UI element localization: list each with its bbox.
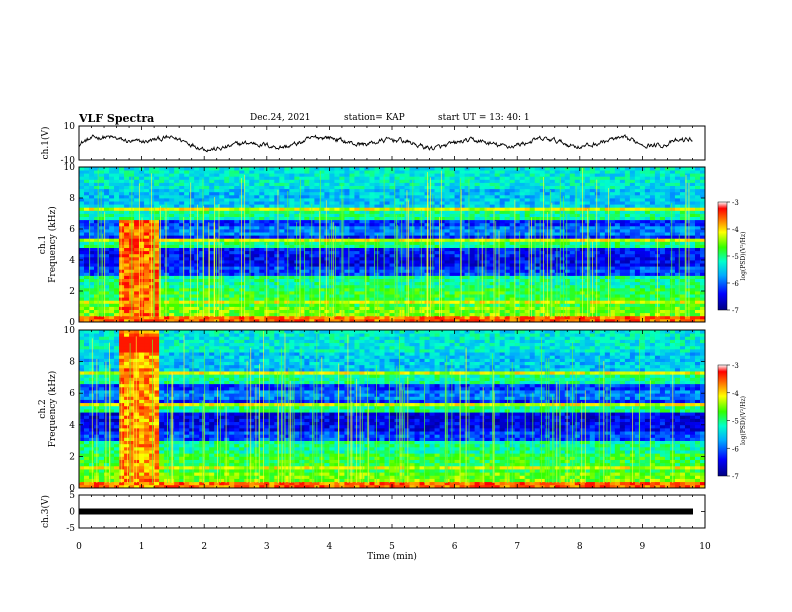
- ch1-spectrogram-ylabel: ch.1: [38, 235, 48, 254]
- ch1-spectrogram-colorbar-tick-label: -5: [732, 253, 739, 261]
- ch2-spectrogram-colorbar-tick-label: -5: [732, 418, 739, 426]
- chart-title: VLF Spectra: [79, 112, 155, 125]
- ch2-spectrogram-ytick-label: 6: [69, 389, 75, 399]
- ch3-waveform-ylabel: ch.3(V): [40, 495, 51, 528]
- x-tick-label: 1: [139, 542, 145, 552]
- ch2-spectrogram-ylabel: Frequency (kHz): [47, 371, 58, 448]
- ch3-waveform-line: [79, 508, 693, 515]
- ch3-waveform-ytick-label: 0: [69, 508, 75, 518]
- x-tick-label: 7: [514, 542, 520, 552]
- x-tick-label: 9: [640, 542, 646, 552]
- ch1-waveform-ytick-label: -10: [61, 156, 76, 166]
- ch2-spectrogram-ylabel: ch.2: [38, 399, 48, 418]
- ch1-spectrogram-ytick-label: 6: [69, 225, 75, 235]
- x-tick-label: 4: [327, 542, 333, 552]
- x-tick-label: 10: [699, 542, 711, 552]
- ch1-spectrogram-ytick-label: 2: [69, 287, 75, 297]
- ch3-waveform-ytick-label: -5: [66, 524, 75, 534]
- ch2-spectrogram-colorbar-tick-label: -6: [732, 445, 739, 453]
- ch2-spectrogram-ytick-label: 8: [69, 358, 75, 368]
- ch1-spectrogram-colorbar-tick-label: -6: [732, 280, 739, 288]
- date-label: Dec.24, 2021: [250, 113, 311, 123]
- ch1-waveform-ytick-label: 10: [64, 122, 76, 132]
- ch1-spectrogram-cells: [79, 167, 706, 323]
- ch2-spectrogram-sferics: [79, 330, 674, 483]
- x-tick-label: 5: [389, 542, 395, 552]
- ch1-spectrogram-colorbar: [717, 201, 728, 311]
- x-axis-label: Time (min): [367, 551, 417, 562]
- ch2-spectrogram-colorbar-tick-label: -7: [732, 473, 739, 481]
- ch2-spectrogram-ytick-label: 0: [69, 484, 75, 494]
- start-time-label: start UT = 13: 40: 1: [438, 113, 530, 123]
- ch2-spectrogram-colorbar: [717, 364, 728, 477]
- ch1-waveform-line: [78, 134, 693, 153]
- ch1-spectrogram-sferics: [89, 167, 690, 317]
- ch2-spectrogram-ytick-label: 4: [69, 421, 75, 431]
- ch1-spectrogram-ytick-label: 8: [69, 194, 75, 204]
- ch2-spectrogram-ytick-label: 2: [69, 452, 75, 462]
- x-tick-label: 8: [577, 542, 583, 552]
- x-tick-label: 0: [76, 542, 82, 552]
- ch1-spectrogram-colorbar-tick-label: -4: [732, 226, 739, 234]
- ch2-spectrogram-cells: [79, 330, 706, 489]
- ch2-spectrogram-colorbar-tick-label: -4: [732, 390, 739, 398]
- x-tick-label: 6: [452, 542, 458, 552]
- ch1-spectrogram-colorbar-tick-label: -3: [732, 199, 739, 207]
- ch1-spectrogram-ytick-label: 10: [64, 163, 76, 173]
- ch2-spectrogram-colorbar-tick-label: -3: [732, 362, 739, 370]
- ch1-spectrogram-colorbar-tick-label: -7: [732, 307, 739, 315]
- ch1-waveform-ylabel: ch.1(V): [40, 127, 51, 160]
- ch1-spectrogram-ytick-label: 0: [69, 318, 75, 328]
- x-tick-label: 3: [264, 542, 270, 552]
- ch2-spectrogram-colorbar-label: log(PSD)(V²/Hz): [740, 396, 747, 445]
- x-tick-label: 2: [201, 542, 207, 552]
- ch2-spectrogram-ytick-label: 10: [64, 326, 76, 336]
- ch1-spectrogram-ylabel: Frequency (kHz): [47, 206, 58, 283]
- ch1-spectrogram-colorbar-label: log(PSD)(V²/Hz): [740, 232, 747, 281]
- ch1-waveform-frame: [78, 125, 706, 161]
- ch3-waveform-ytick-label: 5: [69, 491, 75, 501]
- station-label: station= KAP: [344, 113, 405, 123]
- ch1-spectrogram-ytick-label: 4: [69, 256, 75, 266]
